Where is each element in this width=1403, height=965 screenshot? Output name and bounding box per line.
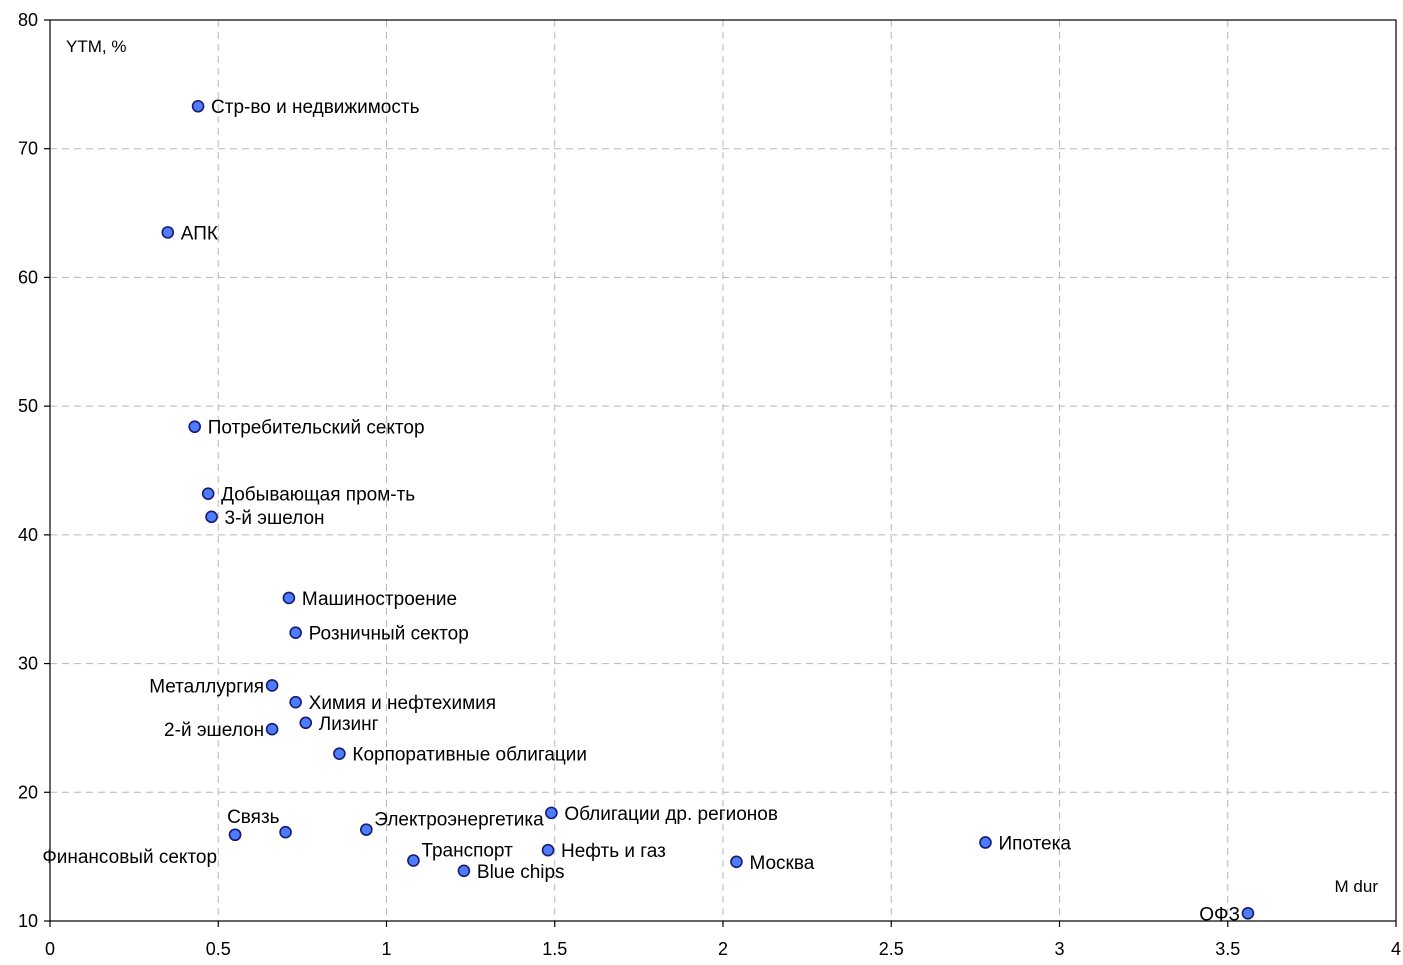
point-label: ОФЗ (1199, 904, 1240, 925)
x-tick-label: 4 (1391, 939, 1401, 959)
y-tick-label: 30 (18, 654, 38, 674)
point-label: Металлургия (149, 676, 264, 697)
point-labels: Стр-во и недвижимость АПК Потребительский … (42, 97, 1240, 925)
y-tick-label: 50 (18, 396, 38, 416)
x-tick-label: 3.5 (1215, 939, 1240, 959)
x-tick-label: 1.5 (542, 939, 567, 959)
point-label: Лизинг (319, 714, 379, 735)
point-label: АПК (181, 223, 218, 244)
point-label: Стр-во и недвижимость (211, 97, 420, 118)
y-tick-label: 20 (18, 782, 38, 802)
x-axis-label: M dur (1335, 877, 1379, 896)
point-label: Транспорт (421, 841, 513, 862)
y-tick-label: 10 (18, 911, 38, 931)
data-point (205, 510, 218, 524)
point-label: Финансовый сектор (42, 847, 217, 868)
data-point (299, 716, 313, 730)
x-tick-label: 0.5 (206, 939, 231, 959)
data-point (730, 855, 743, 869)
data-point (545, 806, 558, 820)
x-tick-label: 2.5 (879, 939, 904, 959)
data-point (289, 626, 302, 639)
point-label: Корпоративные облигации (352, 745, 587, 766)
y-tick-label: 40 (18, 525, 38, 545)
data-point (407, 854, 420, 867)
data-points (161, 99, 1255, 920)
point-label: Blue chips (477, 862, 565, 883)
data-point (289, 695, 302, 709)
data-point (191, 99, 205, 113)
x-tick-label: 1 (381, 939, 391, 959)
axis-ticks: 0 0.5 1 1.5 2 2.5 3 3.5 4 10 20 30 40 50 60 70 80 (18, 10, 1401, 959)
data-point (360, 823, 373, 836)
point-label: 2-й эшелон (164, 720, 264, 741)
data-point (457, 864, 471, 878)
x-tick-label: 0 (45, 939, 55, 959)
data-point (265, 679, 279, 692)
point-label: Химия и нефтехимия (309, 693, 496, 714)
point-label: Связь (227, 807, 280, 828)
data-point (1241, 906, 1255, 920)
point-label: Добывающая пром-ть (221, 485, 415, 506)
data-point (541, 843, 555, 857)
data-point (333, 747, 346, 760)
data-point (161, 226, 175, 239)
data-point (228, 828, 242, 842)
y-axis-label: YTM, % (66, 37, 126, 56)
point-label: Электроэнергетика (374, 810, 544, 831)
grid-lines (50, 20, 1396, 921)
point-label: 3-й эшелон (225, 508, 325, 529)
point-label: Ипотека (998, 833, 1071, 854)
data-point (279, 825, 292, 839)
point-label: Потребительский сектор (208, 418, 425, 439)
data-point (282, 591, 296, 605)
point-label: Розничный сектор (309, 624, 469, 645)
y-tick-label: 60 (18, 267, 38, 287)
point-label: Нефть и газ (561, 841, 666, 862)
y-tick-label: 70 (18, 139, 38, 159)
point-label: Москва (749, 853, 814, 874)
point-label: Облигации др. регионов (564, 804, 778, 825)
data-point (979, 836, 992, 849)
y-tick-label: 80 (18, 10, 38, 30)
x-tick-label: 3 (1054, 939, 1064, 959)
data-point (265, 722, 279, 736)
point-label: Машиностроение (302, 589, 457, 610)
x-tick-label: 2 (718, 939, 728, 959)
data-point (201, 487, 215, 500)
data-point (188, 420, 201, 434)
